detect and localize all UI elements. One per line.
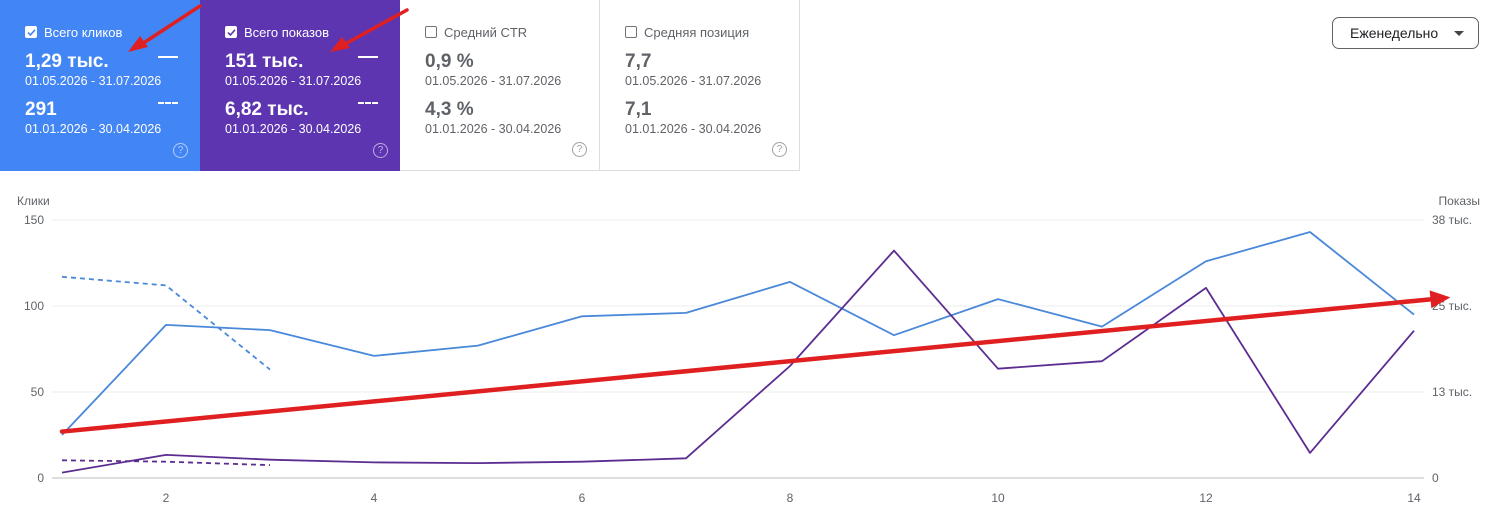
dashed-line-legend-icon [158, 102, 178, 104]
checkbox-unchecked-icon[interactable] [425, 26, 437, 38]
series-lines [61, 231, 1415, 474]
series-line-impressions_current [61, 249, 1415, 474]
metric-value-current: 0,9 % [425, 51, 474, 72]
metric-label: Всего кликов [44, 24, 123, 40]
y-left-tick-label: 100 [24, 299, 44, 313]
metric-range-current: 01.05.2026 - 31.07.2026 [425, 74, 562, 88]
metric-card-clicks[interactable]: Всего кликов 1,29 тыс. 01.05.2026 - 31.0… [0, 0, 200, 171]
metric-label: Средний CTR [444, 24, 528, 40]
chart-grid [52, 219, 1424, 479]
dashed-line-legend-icon [358, 102, 378, 104]
metric-value-previous: 291 [25, 99, 57, 120]
y-left-tick-label: 0 [37, 471, 44, 485]
y-left-tick-label: 50 [31, 385, 45, 399]
chart-annotations [59, 290, 1451, 434]
metric-range-current: 01.05.2026 - 31.07.2026 [25, 74, 162, 88]
trend-arrow-line [59, 297, 1433, 434]
performance-chart: Клики Показы 0 50 100 150 0 13 тыс. 25 тыс. 38… [17, 194, 1480, 505]
metric-range-previous: 01.01.2026 - 30.04.2026 [225, 122, 362, 136]
help-icon[interactable]: ? [572, 142, 587, 157]
period-select[interactable]: Еженедельно [1332, 17, 1479, 49]
period-select-value: Еженедельно [1350, 25, 1439, 41]
metric-card-impressions[interactable]: Всего показов 151 тыс. 01.05.2026 - 31.0… [200, 0, 400, 171]
x-axis-ticks: 2 4 6 8 10 12 14 [163, 491, 1421, 505]
metric-label: Всего показов [244, 24, 329, 40]
checkbox-checked-icon[interactable] [25, 26, 37, 38]
checkbox-unchecked-icon[interactable] [625, 26, 637, 38]
y-right-tick-label: 0 [1432, 471, 1439, 485]
metric-range-previous: 01.01.2026 - 30.04.2026 [25, 122, 162, 136]
metric-range-previous: 01.01.2026 - 30.04.2026 [425, 122, 562, 136]
metric-card-header[interactable]: Всего кликов [25, 24, 200, 40]
y-axis-left-ticks: 0 50 100 150 [24, 213, 44, 485]
y-axis-left-label: Клики [17, 194, 50, 208]
metric-card-header[interactable]: Средняя позиция [625, 24, 799, 40]
metric-value-previous: 7,1 [625, 99, 652, 120]
series-line-clicks_current [61, 231, 1415, 436]
y-axis-right-label: Показы [1439, 194, 1480, 208]
x-tick-label: 6 [579, 491, 586, 505]
metric-range-previous: 01.01.2026 - 30.04.2026 [625, 122, 762, 136]
solid-line-legend-icon [158, 56, 178, 58]
y-left-tick-label: 150 [24, 213, 44, 227]
metric-value-current: 7,7 [625, 51, 652, 72]
series-line-impressions_previous [61, 459, 271, 466]
help-icon[interactable]: ? [373, 143, 388, 158]
trend-arrow-head [1429, 290, 1451, 309]
metric-card-position[interactable]: Средняя позиция 7,7 01.05.2026 - 31.07.2… [600, 0, 800, 171]
x-tick-label: 10 [991, 491, 1005, 505]
help-icon[interactable]: ? [173, 143, 188, 158]
metric-card-header[interactable]: Средний CTR [425, 24, 599, 40]
series-line-clicks_previous [61, 275, 271, 371]
metric-value-previous: 4,3 % [425, 99, 474, 120]
x-tick-label: 14 [1407, 491, 1421, 505]
metric-value-current: 151 тыс. [225, 51, 304, 72]
metric-card-header[interactable]: Всего показов [225, 24, 400, 40]
metric-value-previous: 6,82 тыс. [225, 99, 309, 120]
y-right-tick-label: 25 тыс. [1432, 299, 1472, 313]
metric-card-ctr[interactable]: Средний CTR 0,9 % 01.05.2026 - 31.07.202… [400, 0, 600, 171]
checkbox-checked-icon[interactable] [225, 26, 237, 38]
metric-label: Средняя позиция [644, 24, 750, 40]
y-right-tick-label: 13 тыс. [1432, 385, 1472, 399]
metric-value-current: 1,29 тыс. [25, 51, 109, 72]
x-tick-label: 4 [371, 491, 378, 505]
help-icon[interactable]: ? [772, 142, 787, 157]
metric-range-current: 01.05.2026 - 31.07.2026 [625, 74, 762, 88]
x-tick-label: 8 [787, 491, 794, 505]
y-axis-right-ticks: 0 13 тыс. 25 тыс. 38 тыс. [1432, 213, 1472, 485]
metric-cards: Всего кликов 1,29 тыс. 01.05.2026 - 31.0… [0, 0, 800, 171]
caret-down-icon [1454, 31, 1464, 36]
x-tick-label: 2 [163, 491, 170, 505]
metric-range-current: 01.05.2026 - 31.07.2026 [225, 74, 362, 88]
y-right-tick-label: 38 тыс. [1432, 213, 1472, 227]
x-tick-label: 12 [1199, 491, 1213, 505]
solid-line-legend-icon [358, 56, 378, 58]
